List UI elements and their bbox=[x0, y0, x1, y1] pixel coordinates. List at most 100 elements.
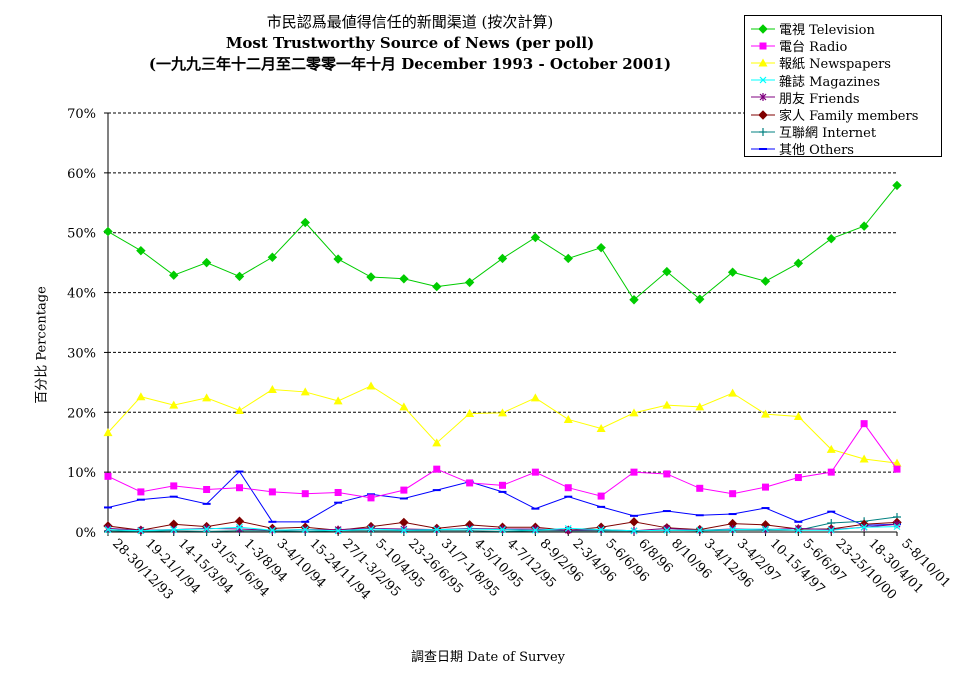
data-point bbox=[794, 474, 802, 482]
data-point bbox=[758, 109, 768, 120]
legend-swatch-internet bbox=[751, 127, 775, 136]
data-point bbox=[432, 281, 442, 292]
series-magazines bbox=[104, 523, 901, 535]
legend-swatch-television bbox=[751, 23, 775, 34]
data-point bbox=[201, 257, 212, 268]
data-point bbox=[170, 482, 178, 490]
legend-label: 其他 Others bbox=[779, 143, 854, 159]
data-point bbox=[465, 408, 475, 417]
data-point bbox=[859, 221, 869, 231]
data-point bbox=[759, 127, 767, 136]
data-point bbox=[892, 180, 902, 191]
data-point bbox=[860, 523, 868, 531]
data-point bbox=[564, 524, 572, 532]
legend-label: 報紙 Newspapers bbox=[779, 57, 891, 73]
data-point bbox=[629, 408, 639, 417]
data-point bbox=[399, 402, 409, 411]
data-point bbox=[499, 481, 506, 489]
data-point bbox=[334, 488, 342, 496]
legend-swatch-family bbox=[751, 109, 775, 120]
data-point bbox=[892, 458, 902, 467]
series-newspapers bbox=[103, 381, 902, 467]
data-point bbox=[497, 253, 508, 264]
data-point bbox=[334, 527, 342, 535]
data-point bbox=[400, 525, 408, 534]
data-point bbox=[827, 468, 835, 476]
data-point bbox=[596, 242, 606, 253]
data-point bbox=[893, 465, 901, 473]
data-point bbox=[466, 479, 474, 487]
legend-label: 朋友 Friends bbox=[779, 91, 860, 107]
legend-label: 雜誌 Magazines bbox=[779, 74, 881, 90]
data-point bbox=[728, 388, 738, 397]
legend-label: 電視 Television bbox=[779, 23, 875, 39]
data-point bbox=[759, 42, 767, 50]
data-point bbox=[236, 484, 243, 492]
data-point bbox=[104, 526, 112, 534]
data-point bbox=[893, 523, 901, 531]
series-line-newspapers bbox=[107, 385, 898, 464]
y-tick-label: 60% bbox=[67, 167, 96, 182]
data-point bbox=[234, 271, 245, 282]
y-tick-label: 40% bbox=[67, 287, 96, 302]
data-point bbox=[794, 526, 802, 534]
series-line-television bbox=[107, 185, 898, 301]
data-point bbox=[629, 295, 639, 305]
data-point bbox=[334, 525, 342, 534]
data-point bbox=[629, 517, 639, 527]
y-tick-label: 30% bbox=[67, 346, 96, 361]
data-point bbox=[399, 274, 409, 284]
data-point bbox=[597, 526, 605, 534]
series-others bbox=[104, 470, 901, 527]
y-tick-label: 20% bbox=[67, 406, 96, 421]
series-line-others bbox=[107, 470, 898, 526]
data-point bbox=[170, 526, 178, 534]
legend-swatch-newspapers bbox=[751, 58, 775, 67]
data-point bbox=[827, 526, 835, 534]
data-point bbox=[826, 233, 836, 244]
data-point bbox=[758, 23, 768, 34]
data-point bbox=[333, 396, 343, 405]
data-point bbox=[267, 385, 277, 394]
gridlines bbox=[108, 112, 897, 473]
data-point bbox=[366, 381, 376, 390]
data-point bbox=[759, 93, 767, 102]
legend-swatch-others bbox=[751, 147, 775, 150]
data-point bbox=[662, 400, 672, 409]
data-point bbox=[630, 468, 638, 476]
data-point bbox=[499, 526, 506, 534]
legend-item-others: 其他 Others bbox=[751, 140, 941, 159]
x-axis-label: 調查日期 Date of Survey bbox=[410, 650, 566, 665]
legend-label: 互聯網 Internet bbox=[779, 126, 877, 142]
data-point bbox=[793, 411, 803, 420]
data-point bbox=[662, 266, 672, 277]
data-point bbox=[203, 486, 211, 494]
data-point bbox=[727, 267, 738, 277]
y-tick-label: 50% bbox=[67, 227, 96, 242]
data-point bbox=[433, 526, 441, 534]
data-point bbox=[103, 226, 113, 237]
data-point bbox=[400, 526, 408, 534]
data-point bbox=[762, 525, 769, 533]
legend-item-newspapers: 報紙 Newspapers bbox=[751, 54, 941, 73]
data-point bbox=[596, 423, 606, 432]
chart-title: 市民認爲最値得信任的新聞渠道 (按次計算) Most Trustworthy S… bbox=[80, 12, 740, 75]
data-point bbox=[235, 405, 244, 414]
title-chinese: 市民認爲最値得信任的新聞渠道 (按次計算) bbox=[266, 13, 554, 31]
title-english: Most Trustworthy Source of News (per pol… bbox=[225, 34, 595, 52]
data-point bbox=[696, 484, 704, 492]
data-point bbox=[696, 526, 704, 534]
data-point bbox=[663, 526, 671, 534]
legend-item-family: 家人 Family members bbox=[751, 106, 941, 124]
data-point bbox=[597, 492, 605, 500]
data-point bbox=[531, 468, 539, 476]
series-radio bbox=[104, 420, 901, 502]
data-point bbox=[663, 470, 671, 478]
data-point bbox=[530, 393, 540, 402]
data-point bbox=[564, 484, 572, 492]
data-point bbox=[268, 488, 276, 496]
data-point bbox=[104, 472, 112, 480]
data-point bbox=[729, 526, 737, 534]
data-point bbox=[433, 465, 441, 473]
data-point bbox=[267, 252, 278, 262]
